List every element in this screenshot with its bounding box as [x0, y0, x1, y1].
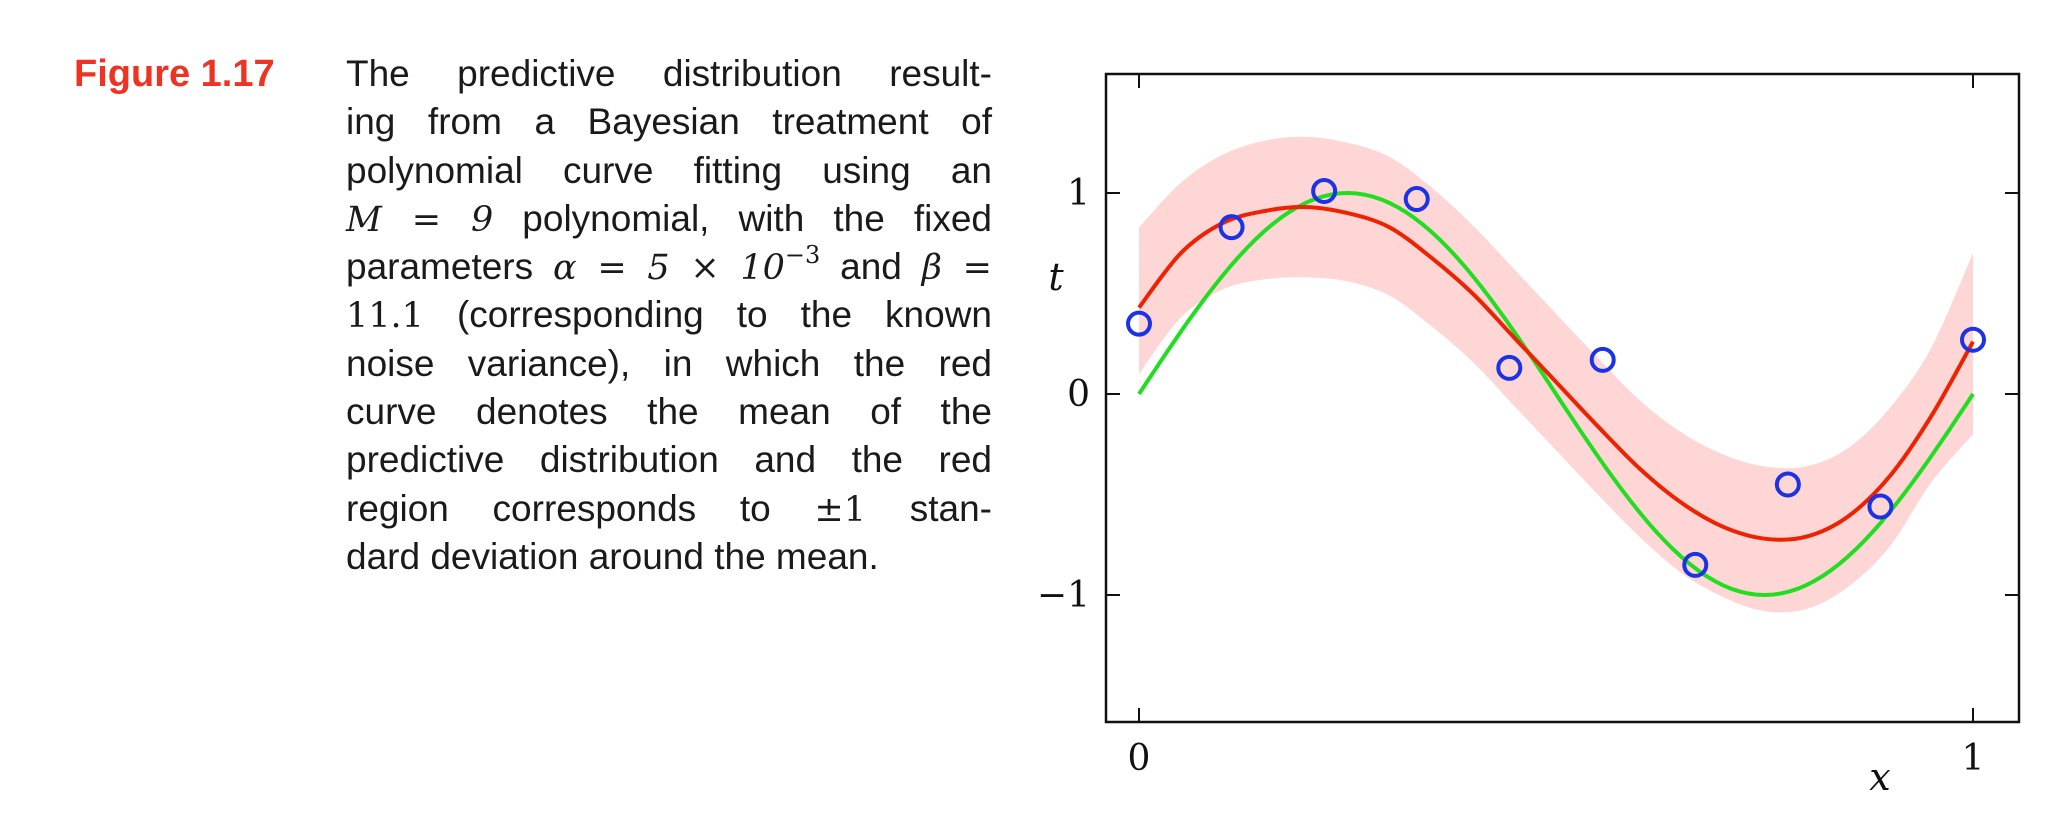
caption-line: polynomial curve fitting using an [346, 147, 992, 195]
x-tick-label: 0 [1128, 738, 1151, 779]
figure-caption: The predictive distribution result-ing f… [346, 50, 992, 581]
data-point [1496, 354, 1523, 381]
y-tick-label: 1 [1067, 173, 1090, 214]
data-point [1774, 471, 1801, 498]
caption-text: dard deviation around the mean. [346, 535, 879, 577]
caption-math: α = 5 × 10 [553, 248, 785, 289]
caption-text: polynomial, with the fixed [493, 197, 992, 239]
caption-line: M = 9 polynomial, with the fixed [346, 195, 992, 243]
caption-line: predictive distribution and the red [346, 436, 992, 484]
data-point [1589, 346, 1616, 373]
caption-line: parameters α = 5 × 10−3 and β = [346, 243, 992, 291]
x-axis-label: x [1869, 755, 1890, 799]
predictive-mean-curve [1137, 205, 1975, 542]
caption-math: M = 9 [346, 199, 494, 240]
std-dev-band [1139, 136, 1973, 613]
caption-text: predictive distribution and the red [346, 439, 992, 481]
caption-line: noise variance), in which the red [346, 340, 992, 388]
caption-text: region corresponds to [346, 487, 815, 529]
data-point [1403, 186, 1430, 213]
caption-text: curve denotes the mean of the [346, 391, 992, 433]
x-tick-label: 1 [1962, 738, 1985, 779]
figure-label: Figure 1.17 [74, 53, 275, 95]
y-tick-label: 0 [1067, 374, 1090, 415]
true-curve [1137, 190, 1975, 598]
caption-line: The predictive distribution result- [346, 50, 992, 98]
caption-line: ing from a Bayesian treatment of [346, 98, 992, 146]
data-point [1218, 214, 1245, 241]
y-axis-label: t [1048, 255, 1064, 299]
caption-math: −3 [784, 241, 821, 270]
caption-text: parameters [346, 246, 553, 288]
y-tick-label: −1 [1037, 575, 1090, 616]
caption-text: polynomial curve fitting using an [346, 149, 992, 191]
caption-line: 11.1 (corresponding to the known [346, 291, 992, 339]
caption-text: noise variance), in which the red [346, 342, 992, 384]
caption-text: The predictive distribution result- [346, 53, 992, 94]
caption-line: region corresponds to ±1 stan- [346, 485, 992, 533]
data-point [1960, 326, 1986, 353]
caption-text: stan- [866, 487, 992, 529]
caption-line: curve denotes the mean of the [346, 388, 992, 436]
caption-text: ing from a Bayesian treatment of [346, 101, 992, 143]
data-point [1311, 177, 1338, 204]
data-point [1867, 493, 1894, 520]
caption-math: 11.1 [346, 296, 424, 337]
caption-math: β = [921, 248, 993, 289]
data-point [1682, 551, 1709, 578]
caption-line: dard deviation around the mean. [346, 533, 992, 581]
caption-text: and [820, 246, 922, 288]
caption-text: (corresponding to the known [423, 294, 992, 336]
caption-math: ±1 [814, 489, 867, 530]
data-point [1126, 310, 1152, 337]
plot-frame [1104, 72, 2021, 724]
